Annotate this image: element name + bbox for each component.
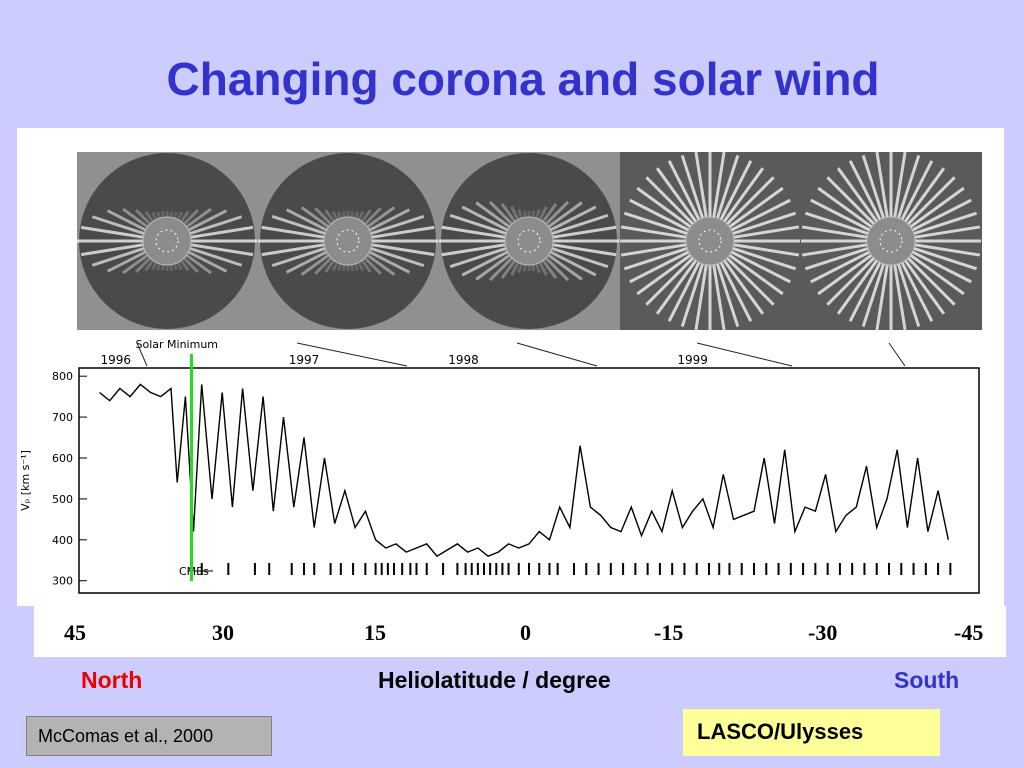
south-label: South — [894, 667, 960, 693]
coronagraph-image-1996 — [77, 152, 258, 330]
latitude-tick-m15: -15 — [654, 620, 684, 645]
figure-panel: 300 400 500 600 700 800 Vₚ [km s⁻¹] 1996 1997 199… — [17, 128, 1004, 606]
latitude-tick-m30: -30 — [808, 620, 838, 645]
year-label-1998: 1998 — [448, 353, 479, 367]
latitude-tick-30: 30 — [212, 620, 234, 645]
plot-frame — [78, 367, 980, 594]
y-tick-label-300: 300 — [52, 575, 73, 588]
solar-minimum-label: Solar Minimum — [136, 338, 219, 351]
latitude-tick-45: 45 — [64, 620, 86, 645]
x-axis-title: Heliolatitude / degree — [378, 667, 611, 693]
source-tag: LASCO/Ulysses — [683, 709, 940, 756]
coronagraph-image-1999 — [801, 152, 982, 330]
image-pointer-arrow-3 — [696, 342, 793, 367]
slide-title: Changing corona and solar wind — [166, 53, 880, 105]
latitude-tick-0: 0 — [520, 620, 531, 645]
year-label-1999: 1999 — [677, 353, 708, 367]
year-label-1996: 1996 — [101, 353, 132, 367]
coronagraph-image-1997 — [439, 152, 620, 330]
y-tick-label-500: 500 — [52, 493, 73, 506]
coronagraph-image-1996b — [258, 152, 439, 330]
latitude-tick-m45: -45 — [954, 620, 984, 645]
solar-wind-speed-line — [99, 383, 949, 558]
y-tick-label-600: 600 — [52, 452, 73, 465]
latitude-tick-15: 15 — [364, 620, 386, 645]
north-label: North — [81, 667, 143, 693]
coronagraph-strip — [77, 152, 982, 330]
coronagraph-image-1998 — [620, 152, 801, 330]
y-axis-label: Vₚ [km s⁻¹] — [19, 450, 32, 511]
citation-box: McComas et al., 2000 — [26, 716, 272, 756]
latitude-axis-panel: 45 30 15 0 -15 -30 -45 — [34, 606, 1006, 657]
year-label-1997: 1997 — [289, 353, 320, 367]
image-pointer-arrow-4 — [888, 342, 906, 367]
y-tick-label-700: 700 — [52, 411, 73, 424]
solar-wind-plot: 300 400 500 600 700 800 Vₚ [km s⁻¹] 1996 1997 199… — [19, 338, 980, 594]
image-pointer-arrow-2 — [516, 342, 598, 367]
y-tick-label-400: 400 — [52, 534, 73, 547]
image-pointer-arrow-0 — [136, 342, 148, 367]
image-pointer-arrow-1 — [296, 342, 408, 367]
y-tick-label-800: 800 — [52, 370, 73, 383]
